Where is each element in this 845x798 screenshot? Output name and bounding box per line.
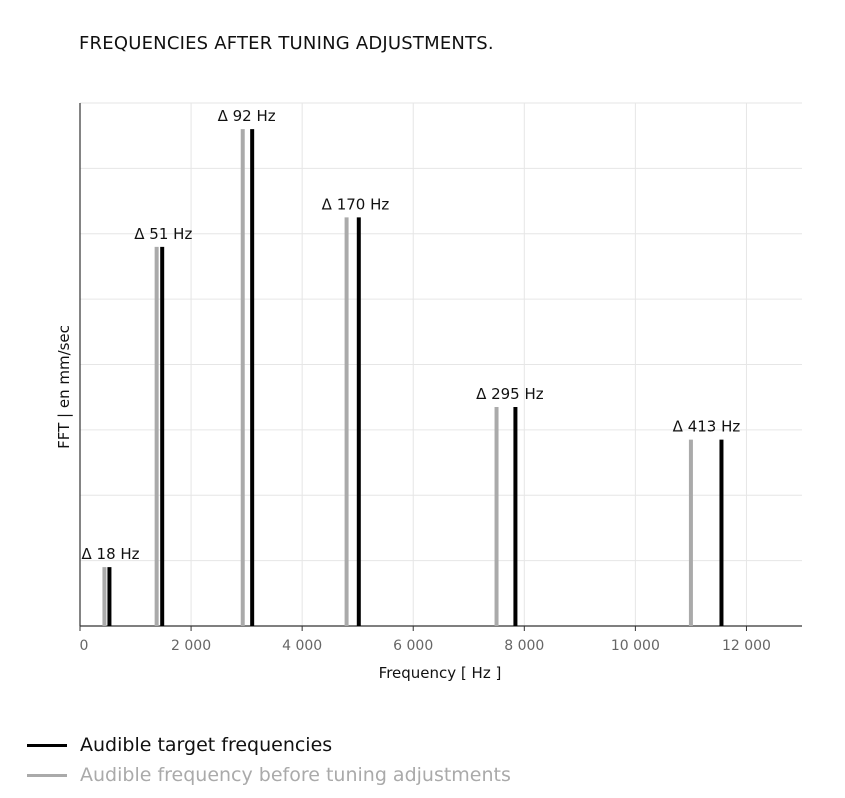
bars [102, 129, 724, 626]
legend-swatch-before [27, 773, 67, 777]
chart-title: FREQUENCIES AFTER TUNING ADJUSTMENTS. [79, 33, 494, 54]
axes [79, 103, 802, 627]
legend-item-before: Audible frequency before tuning adjustme… [27, 760, 511, 790]
delta-label: Δ 170 Hz [322, 195, 390, 213]
x-tick-label: 12 000 [722, 638, 771, 654]
legend-swatch-target [27, 743, 67, 747]
x-tick-label: 2 000 [171, 638, 211, 654]
grid-lines [80, 102, 802, 626]
legend-label-before: Audible frequency before tuning adjustme… [80, 764, 511, 786]
y-axis-label: FFT | en mm/sec [55, 325, 73, 449]
legend: Audible target frequencies Audible frequ… [27, 730, 511, 790]
legend-label-target: Audible target frequencies [80, 734, 333, 756]
delta-label: Δ 295 Hz [476, 385, 544, 403]
x-tick-label: 4 000 [282, 638, 322, 654]
x-tick-label: 0 [80, 638, 89, 654]
delta-label: Δ 92 Hz [218, 107, 276, 125]
delta-label: Δ 51 Hz [134, 225, 192, 243]
x-tick-label: 6 000 [393, 638, 433, 654]
legend-item-target: Audible target frequencies [27, 730, 511, 760]
x-axis-label: Frequency [ Hz ] [379, 664, 502, 682]
delta-label: Δ 413 Hz [673, 418, 741, 436]
chart-plot: 0 2 000 4 000 6 000 8 000 10 000 12 000 Δ 18 H… [55, 102, 802, 682]
annotations: Δ 18 Hz Δ 51 Hz Δ 92 Hz Δ 170 Hz Δ 295 Hz Δ 4… [82, 107, 741, 563]
x-tick-label: 8 000 [504, 638, 544, 654]
delta-label: Δ 18 Hz [82, 545, 140, 563]
x-tick-labels: 0 2 000 4 000 6 000 8 000 10 000 12 000 [79, 626, 771, 654]
x-tick-label: 10 000 [611, 638, 660, 654]
